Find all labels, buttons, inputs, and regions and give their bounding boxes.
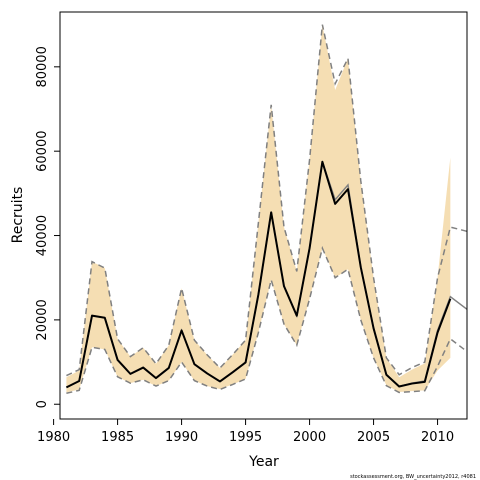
x-axis: 1980 1985 1990 1995 2000 2005 2010 [37, 419, 454, 445]
y-tick-label: 20000 [35, 299, 50, 340]
x-tick-label: 1985 [101, 430, 134, 445]
y-tick-label: 60000 [35, 131, 50, 172]
x-tick-label: 1990 [165, 430, 198, 445]
x-tick-label: 1995 [229, 430, 262, 445]
x-tick-label: 2010 [421, 430, 454, 445]
y-tick-label: 80000 [35, 46, 50, 87]
confidence-band [66, 24, 451, 393]
y-tick-label: 0 [35, 400, 50, 408]
footer-note: stockassessment.org, BW_uncertainty2012,… [350, 474, 476, 480]
recruits-estimate-line [65, 160, 452, 389]
interval-upper-line [66, 24, 468, 377]
x-tick-label: 2000 [293, 430, 326, 445]
y-tick-label: 40000 [35, 215, 50, 256]
x-tick-label: 2005 [357, 430, 390, 445]
interval-lower-line [66, 245, 468, 395]
y-axis-title: Recruits [10, 187, 26, 244]
plot-frame [59, 11, 468, 420]
y-axis: 0 20000 40000 60000 80000 [35, 46, 60, 408]
x-axis-title: Year [248, 454, 279, 470]
series-layer [65, 24, 468, 395]
x-tick-label: 1980 [37, 430, 70, 445]
